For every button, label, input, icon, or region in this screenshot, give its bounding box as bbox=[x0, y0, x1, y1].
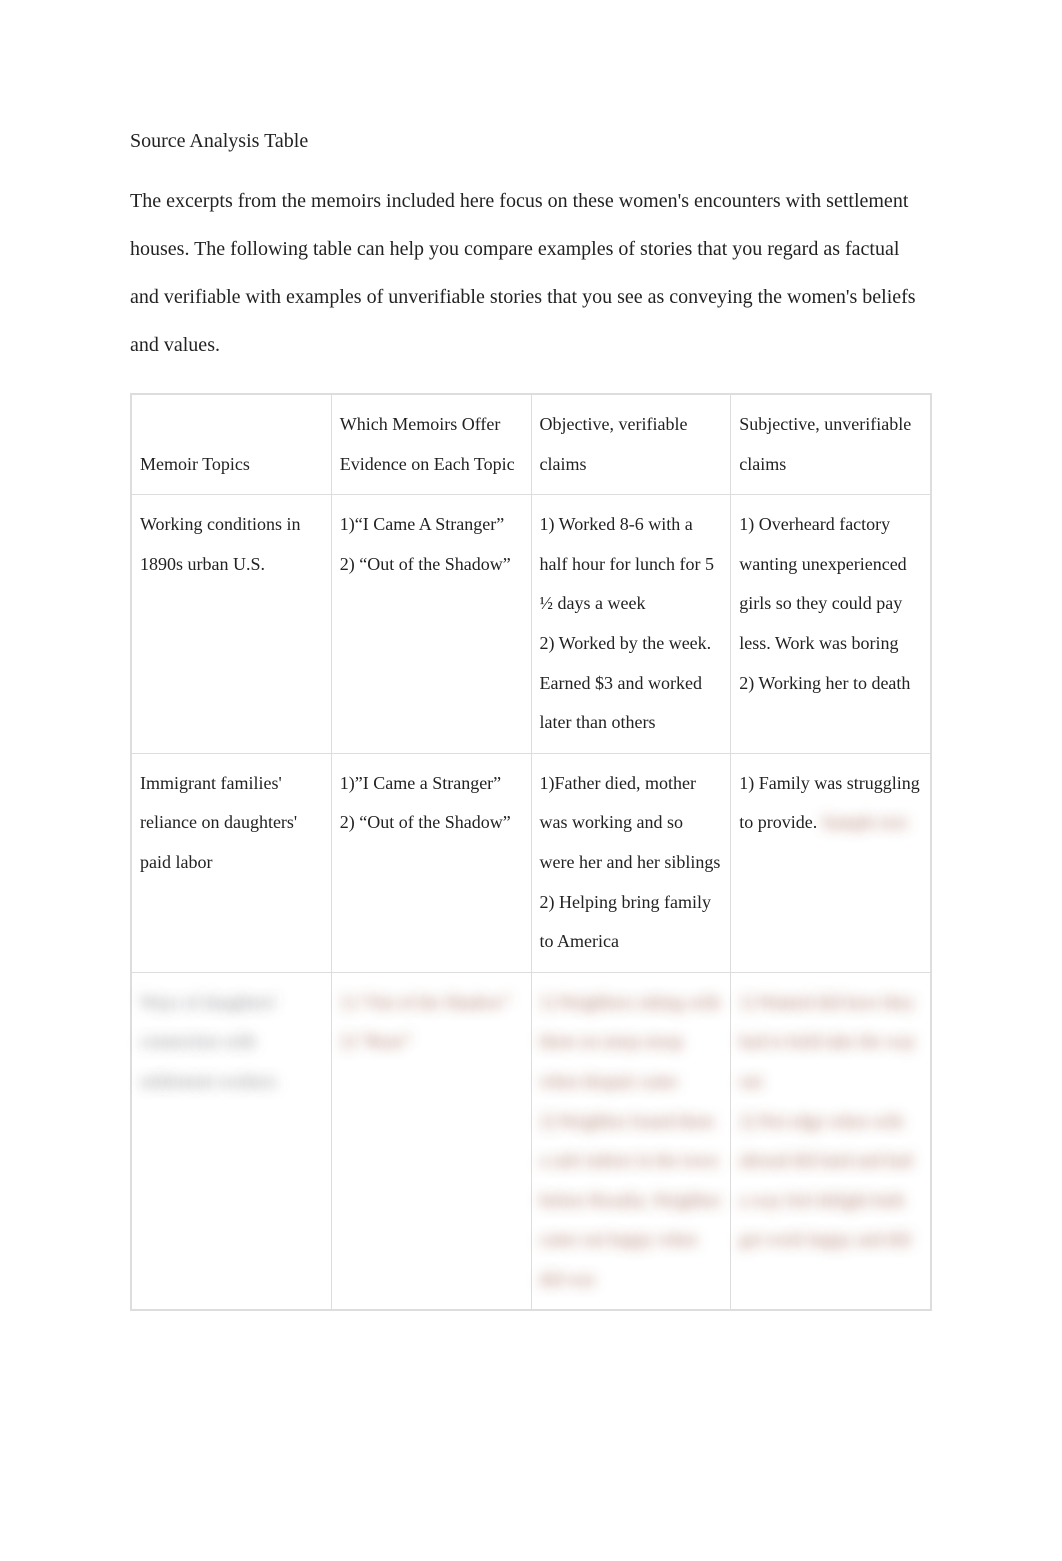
cell-objective: 1)Father died, mother was working and so… bbox=[531, 753, 731, 972]
source-analysis-table: Memoir Topics Which Memoirs Offer Eviden… bbox=[131, 394, 931, 1310]
header-objective: Objective, verifiable claims bbox=[531, 395, 731, 495]
table-row: Working conditions in 1890s urban U.S. 1… bbox=[132, 495, 931, 754]
intro-paragraph: The excerpts from the memoirs included h… bbox=[130, 177, 932, 369]
cell-memoirs-blurred: 1) “Out of the Shadow”2) “Ruse” bbox=[331, 972, 531, 1310]
header-which-memoirs: Which Memoirs Offer Evidence on Each Top… bbox=[331, 395, 531, 495]
header-memoir-topics: Memoir Topics bbox=[132, 395, 332, 495]
cell-subjective: 1) Family was struggling to provide. Sam… bbox=[731, 753, 931, 972]
source-analysis-table-container: Memoir Topics Which Memoirs Offer Eviden… bbox=[130, 393, 932, 1311]
table-row: Immigrant families' reliance on daughter… bbox=[132, 753, 931, 972]
page-title: Source Analysis Table bbox=[130, 130, 932, 153]
cell-topic: Immigrant families' reliance on daughter… bbox=[132, 753, 332, 972]
cell-memoirs: 1)“I Came A Stranger”2) “Out of the Shad… bbox=[331, 495, 531, 754]
cell-topic: Working conditions in 1890s urban U.S. bbox=[132, 495, 332, 754]
cell-objective: 1) Worked 8-6 with a half hour for lunch… bbox=[531, 495, 731, 754]
cell-topic-blurred: Ways of daughters' connection with settl… bbox=[132, 972, 332, 1310]
cell-subjective: 1) Overheard factory wanting unexperienc… bbox=[731, 495, 931, 754]
cell-memoirs: 1)”I Came a Stranger”2) “Out of the Shad… bbox=[331, 753, 531, 972]
table-header-row: Memoir Topics Which Memoirs Offer Eviden… bbox=[132, 395, 931, 495]
cell-subjective-blurred: 1) Wanted did have they had to hold take… bbox=[731, 972, 931, 1310]
cell-subjective-blurred: Sample text bbox=[822, 812, 907, 832]
cell-objective-blurred: 1) Neighbors sitting with them on steep … bbox=[531, 972, 731, 1310]
header-subjective: Subjective, unverifiable claims bbox=[731, 395, 931, 495]
table-row-blurred: Ways of daughters' connection with settl… bbox=[132, 972, 931, 1310]
